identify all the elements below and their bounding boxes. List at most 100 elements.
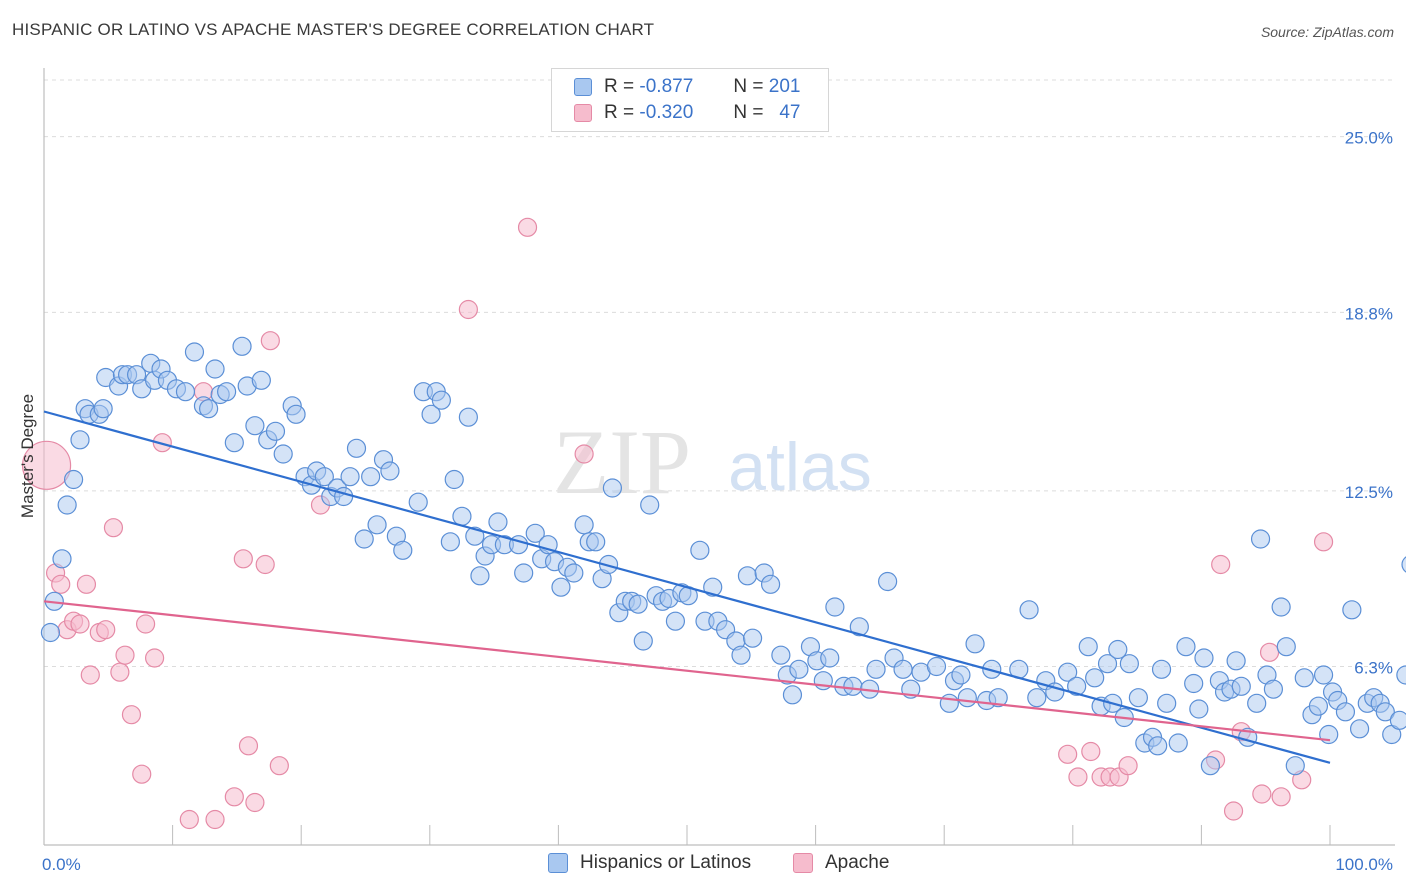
data-point-hispanic	[1176, 637, 1196, 657]
legend-row-hispanic: R = -0.877 N = 201	[574, 75, 800, 99]
y-tick-label: 18.8%	[1345, 304, 1393, 323]
data-point-apache	[238, 736, 259, 756]
data-point-hispanic	[1389, 710, 1406, 730]
data-point-apache	[121, 705, 142, 725]
data-point-hispanic	[849, 617, 869, 637]
data-point-hispanic	[314, 467, 334, 487]
tick-labels: 6.3% 12.5% 18.8% 25.0% 0.0% 100.0%	[42, 129, 1393, 874]
data-point-hispanic	[957, 688, 977, 708]
data-point-hispanic	[1247, 693, 1267, 713]
y-tick-label: 12.5%	[1345, 483, 1393, 502]
data-point-hispanic	[1396, 665, 1406, 685]
axes	[43, 68, 1395, 846]
data-point-hispanic	[1189, 699, 1209, 719]
data-point-hispanic	[1231, 676, 1251, 696]
data-point-hispanic	[286, 404, 306, 424]
data-point-apache	[517, 217, 538, 237]
data-point-apache	[1068, 767, 1088, 787]
data-point-hispanic	[465, 526, 485, 546]
data-point-hispanic	[1058, 662, 1078, 682]
y-axis-label: Master's Degree	[18, 393, 37, 519]
data-point-hispanic	[1342, 600, 1362, 620]
data-point-apache	[51, 574, 71, 594]
data-point-hispanic	[965, 634, 985, 654]
data-point-hispanic	[470, 566, 490, 586]
legend-r-label: R =	[604, 102, 635, 123]
data-point-hispanic	[1271, 597, 1291, 617]
data-point-apache	[458, 299, 478, 320]
data-point-hispanic	[1401, 556, 1406, 573]
x-tick-label: 0.0%	[42, 855, 81, 874]
data-point-hispanic	[1019, 600, 1039, 620]
data-point-hispanic	[825, 597, 845, 617]
legend-swatch-pink	[574, 104, 592, 122]
legend-r-label: R =	[604, 76, 635, 97]
data-point-hispanic	[866, 659, 886, 679]
trend-line-hispanic	[43, 410, 1331, 764]
data-point-hispanic	[421, 404, 441, 424]
data-point-apache	[574, 444, 594, 464]
data-point-hispanic	[184, 342, 205, 362]
correlation-legend: R = -0.877 N = 201 R = -0.320 N = 47	[551, 68, 829, 132]
data-point-hispanic	[1184, 673, 1204, 694]
data-point-hispanic	[893, 659, 913, 679]
data-point-hispanic	[574, 515, 594, 535]
data-point-hispanic	[1375, 702, 1395, 722]
data-point-apache	[1118, 756, 1138, 776]
data-point-hispanic	[40, 622, 61, 643]
data-point-hispanic	[878, 571, 898, 592]
data-point-hispanic	[488, 512, 508, 532]
legend-n-label: N =	[733, 102, 764, 123]
data-point-hispanic	[1294, 668, 1314, 688]
data-point-apache	[132, 764, 152, 784]
data-point-hispanic	[408, 492, 428, 512]
data-point-hispanic	[1119, 654, 1139, 674]
data-point-hispanic	[926, 656, 947, 677]
legend-n-label: N =	[733, 76, 764, 97]
y-tick-label: 6.3%	[1354, 659, 1393, 678]
data-point-hispanic	[346, 438, 367, 458]
data-point-hispanic	[1168, 733, 1188, 753]
data-point-hispanic	[1097, 654, 1118, 674]
data-point-apache	[144, 648, 165, 668]
source-credit: Source: ZipAtlas.com	[1260, 24, 1394, 40]
chart-title: HISPANIC OR LATINO VS APACHE MASTER'S DE…	[12, 20, 655, 39]
data-point-hispanic	[245, 416, 265, 436]
data-point-apache	[233, 549, 253, 569]
data-point-hispanic	[640, 495, 660, 515]
data-point-hispanic	[1250, 529, 1271, 549]
data-point-hispanic	[52, 549, 72, 569]
legend-n-value: 47	[779, 102, 801, 123]
data-point-hispanic	[951, 665, 971, 685]
data-point-hispanic	[444, 469, 464, 490]
data-point-hispanic	[820, 648, 840, 668]
data-point-hispanic	[760, 574, 781, 594]
data-point-apache	[110, 662, 130, 682]
data-point-hispanic	[367, 515, 387, 535]
data-point-hispanic	[458, 407, 478, 427]
legend-r-value: -0.320	[639, 102, 694, 123]
data-point-hispanic	[742, 628, 763, 648]
legend-label-apache: Apache	[825, 852, 890, 873]
data-point-hispanic	[1148, 736, 1168, 756]
legend-n-value: 201	[768, 76, 801, 97]
data-point-hispanic	[273, 444, 293, 464]
legend-swatch-blue	[574, 78, 592, 96]
series-legend: Hispanics or Latinos Apache	[0, 852, 1406, 878]
data-point-hispanic	[703, 577, 723, 597]
data-point-hispanic	[340, 467, 360, 487]
trend-lines	[43, 410, 1331, 764]
data-point-hispanic	[1085, 668, 1105, 688]
data-point-hispanic	[789, 659, 809, 679]
data-point-hispanic	[1078, 637, 1098, 657]
legend-swatch-blue	[548, 853, 568, 873]
data-point-hispanic	[251, 370, 271, 390]
data-point-hispanic	[564, 563, 584, 583]
data-point-hispanic	[205, 359, 225, 379]
watermark-zip: ZIP	[553, 411, 691, 513]
watermark-atlas: atlas	[728, 429, 872, 505]
data-point-hispanic	[939, 693, 959, 713]
data-point-hispanic	[690, 540, 710, 560]
data-point-apache	[76, 574, 97, 594]
